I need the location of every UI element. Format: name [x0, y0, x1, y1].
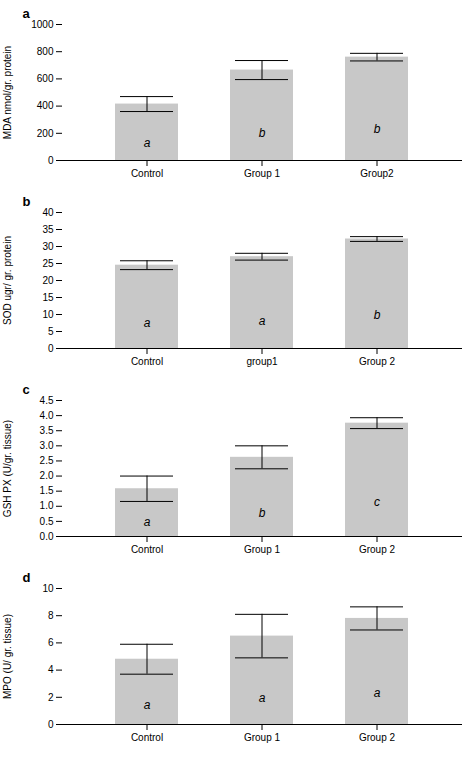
- svg-text:200: 200: [37, 128, 54, 139]
- svg-text:GSH PX (U/gr. tissue): GSH PX (U/gr. tissue): [2, 420, 13, 517]
- svg-text:6: 6: [48, 637, 54, 648]
- svg-text:MDA nmol/gr. protein: MDA nmol/gr. protein: [2, 46, 13, 139]
- svg-text:Group 1: Group 1: [244, 732, 281, 743]
- svg-text:1.5: 1.5: [40, 485, 54, 496]
- svg-text:0: 0: [48, 155, 54, 166]
- svg-text:400: 400: [37, 100, 54, 111]
- svg-text:SOD ugr/ gr. protein: SOD ugr/ gr. protein: [2, 236, 13, 325]
- svg-text:2.5: 2.5: [40, 455, 54, 466]
- svg-text:Control: Control: [131, 544, 163, 555]
- svg-text:600: 600: [37, 73, 54, 84]
- svg-text:a: a: [374, 686, 381, 700]
- svg-text:a: a: [259, 691, 266, 705]
- svg-text:2.0: 2.0: [40, 470, 54, 481]
- svg-text:a: a: [144, 515, 151, 529]
- svg-text:4.0: 4.0: [40, 410, 54, 421]
- svg-text:25: 25: [42, 258, 54, 269]
- svg-text:b: b: [374, 308, 381, 322]
- svg-text:Group2: Group2: [360, 168, 394, 179]
- svg-text:c: c: [23, 382, 30, 397]
- svg-text:4: 4: [48, 664, 54, 675]
- svg-text:Group 2: Group 2: [359, 356, 396, 367]
- svg-text:c: c: [374, 495, 380, 509]
- svg-text:3.0: 3.0: [40, 440, 54, 451]
- svg-text:30: 30: [42, 241, 54, 252]
- svg-text:MPO (U/ gr. tissue): MPO (U/ gr. tissue): [2, 614, 13, 699]
- svg-text:0.5: 0.5: [40, 516, 54, 527]
- svg-text:a: a: [144, 698, 151, 712]
- svg-text:group1: group1: [246, 356, 278, 367]
- svg-text:a: a: [144, 136, 151, 150]
- svg-text:Group 1: Group 1: [244, 544, 281, 555]
- svg-text:Group 2: Group 2: [359, 732, 396, 743]
- svg-text:800: 800: [37, 46, 54, 57]
- svg-text:b: b: [259, 506, 266, 520]
- svg-text:0.0: 0.0: [40, 531, 54, 542]
- svg-text:3.5: 3.5: [40, 425, 54, 436]
- svg-text:15: 15: [42, 292, 54, 303]
- svg-text:20: 20: [42, 275, 54, 286]
- svg-text:1.0: 1.0: [40, 500, 54, 511]
- svg-text:a: a: [144, 316, 151, 330]
- svg-text:Group 2: Group 2: [359, 544, 396, 555]
- svg-text:b: b: [259, 126, 266, 140]
- svg-text:40: 40: [42, 207, 54, 218]
- svg-text:0: 0: [48, 719, 54, 730]
- svg-text:2: 2: [48, 692, 54, 703]
- svg-text:Group 1: Group 1: [244, 168, 281, 179]
- svg-text:0: 0: [48, 343, 54, 354]
- svg-text:Control: Control: [131, 356, 163, 367]
- svg-text:Control: Control: [131, 168, 163, 179]
- svg-text:b: b: [374, 122, 381, 136]
- svg-text:10: 10: [42, 583, 54, 594]
- svg-text:a: a: [259, 314, 266, 328]
- svg-text:8: 8: [48, 610, 54, 621]
- svg-text:1000: 1000: [31, 19, 54, 30]
- svg-text:Control: Control: [131, 732, 163, 743]
- svg-text:5: 5: [48, 326, 54, 337]
- svg-text:b: b: [23, 194, 31, 209]
- svg-text:10: 10: [42, 309, 54, 320]
- svg-text:4.5: 4.5: [40, 395, 54, 406]
- svg-text:d: d: [23, 570, 31, 585]
- svg-text:a: a: [23, 6, 31, 21]
- svg-text:35: 35: [42, 224, 54, 235]
